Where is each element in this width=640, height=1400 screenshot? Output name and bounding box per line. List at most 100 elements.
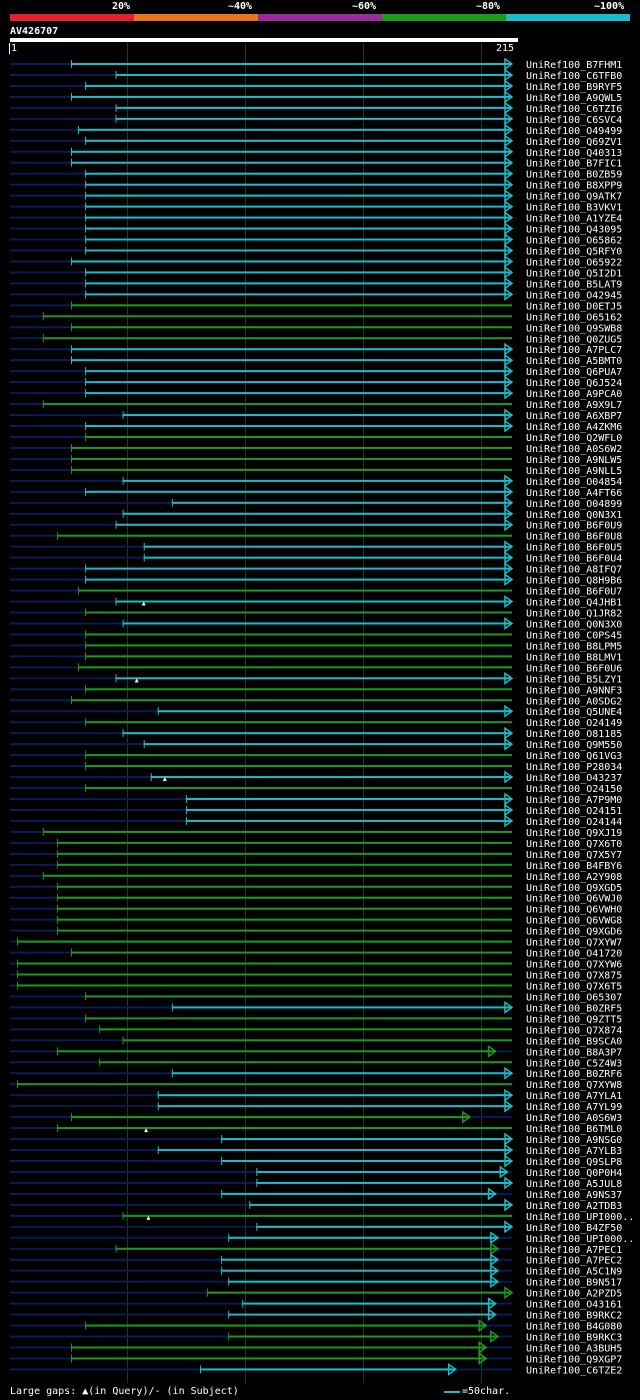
hit-bar[interactable] [85,194,512,197]
hit-bar[interactable] [256,1225,512,1228]
hit-row[interactable]: UniRef100_B6TML0 [10,1124,622,1135]
hit-label[interactable]: UniRef100_O43237 [526,773,622,784]
hit-row[interactable]: UniRef100_Q43095 [10,222,622,236]
hit-row[interactable]: UniRef100_Q7X6T5 [10,981,622,992]
hit-label[interactable]: UniRef100_A7PEC1 [526,1245,622,1256]
hit-row[interactable]: UniRef100_Q7X874 [10,1025,622,1036]
hit-label[interactable]: UniRef100_Q7X875 [526,971,622,982]
hit-bar[interactable] [70,1116,470,1119]
hit-label[interactable]: UniRef100_Q4JHB1 [526,598,622,609]
hit-label[interactable]: UniRef100_Q61VG3 [526,751,622,762]
hit-row[interactable]: UniRef100_B9RKC3 [10,1330,622,1344]
hit-label[interactable]: UniRef100_O65307 [526,992,622,1003]
hit-row[interactable]: UniRef100_B3VKV1 [10,200,622,214]
hit-row[interactable]: UniRef100_C6SVC4 [10,112,622,126]
hit-row[interactable]: UniRef100_Q7XYW8 [10,1080,622,1091]
hit-row[interactable]: UniRef100_Q40313 [10,145,622,159]
hit-row[interactable]: UniRef100_A7YLB3 [10,1143,622,1157]
hit-row[interactable]: UniRef100_C5Z4W3 [10,1058,622,1069]
hit-row[interactable]: UniRef100_Q2WFL0 [10,432,622,444]
hit-bar[interactable] [42,830,512,833]
hit-label[interactable]: UniRef100_B7FIC1 [526,159,622,170]
hit-bar[interactable] [150,776,512,779]
hit-bar[interactable] [85,567,512,570]
hit-label[interactable]: UniRef100_A2Y908 [526,872,622,883]
hit-label[interactable]: UniRef100_B8XPP9 [526,181,622,192]
hit-bar[interactable] [99,1028,512,1031]
hit-label[interactable]: UniRef100_O65862 [526,236,622,247]
hit-bar[interactable] [143,743,513,746]
hit-bar[interactable] [78,589,512,592]
hit-label[interactable]: UniRef100_Q7X6T5 [526,981,622,992]
hit-label[interactable]: UniRef100_A9QWL5 [526,93,622,104]
hit-row[interactable]: UniRef100_Q5UNE4 [10,704,622,718]
hit-row[interactable]: UniRef100_Q9ZTT5 [10,1014,622,1025]
hit-row[interactable]: UniRef100_Q7XYW6 [10,959,622,971]
hit-row[interactable]: UniRef100_Q6VWJ0 [10,893,622,905]
hit-row[interactable]: UniRef100_A4FT66 [10,485,622,499]
hit-row[interactable]: UniRef100_A5BMT0 [10,353,622,367]
hit-bar[interactable] [56,896,512,899]
hit-label[interactable]: UniRef100_B8LMV1 [526,652,622,663]
hit-row[interactable]: UniRef100_Q9XGD5 [10,882,622,894]
hit-row[interactable]: UniRef100_O65922 [10,255,622,268]
hit-label[interactable]: UniRef100_B6F0U6 [526,663,622,674]
hit-bar[interactable] [42,315,512,318]
hit-label[interactable]: UniRef100_O04854 [526,477,622,488]
hit-row[interactable]: UniRef100_Q9SLP8 [10,1154,622,1168]
hit-bar[interactable] [56,534,512,537]
hit-label[interactable]: UniRef100_A5JUL8 [526,1179,622,1190]
hit-row[interactable]: UniRef100_UPI000.. [10,1231,634,1245]
hit-bar[interactable] [122,1039,512,1042]
hit-label[interactable]: UniRef100_B0ZRF5 [526,1003,622,1014]
hit-row[interactable]: UniRef100_A7YLA1 [10,1088,622,1102]
hit-row[interactable]: UniRef100_B5LZY1 [10,671,622,685]
hit-row[interactable]: UniRef100_B8A3P7 [10,1044,622,1058]
hit-label[interactable]: UniRef100_C6TZI6 [526,104,622,115]
hit-label[interactable]: UniRef100_A9NLW5 [526,455,622,466]
hit-row[interactable]: UniRef100_B9N517 [10,1275,622,1289]
hit-bar[interactable] [42,874,512,877]
hit-label[interactable]: UniRef100_A7YL99 [526,1102,622,1113]
hit-row[interactable]: UniRef100_A7PLC7 [10,342,622,356]
hit-bar[interactable] [70,150,512,153]
hit-bar[interactable] [70,359,512,362]
hit-bar[interactable] [143,545,513,548]
hit-bar[interactable] [85,611,512,614]
hit-bar[interactable] [228,1280,498,1283]
hit-bar[interactable] [78,128,512,131]
hit-bar[interactable] [99,1061,512,1064]
hit-bar[interactable] [17,984,512,987]
hit-row[interactable]: UniRef100_Q7X6T0 [10,838,622,850]
hit-label[interactable]: UniRef100_Q7XYW6 [526,960,622,971]
hit-row[interactable]: UniRef100_C6TZE2 [10,1362,622,1376]
hit-label[interactable]: UniRef100_A4ZKM6 [526,422,622,433]
hit-bar[interactable] [221,1192,496,1195]
hit-label[interactable]: UniRef100_B6TML0 [526,1124,622,1135]
hit-row[interactable]: UniRef100_B4G080 [10,1319,622,1333]
hit-bar[interactable] [256,1170,508,1173]
hit-bar[interactable] [115,1247,498,1250]
hit-label[interactable]: UniRef100_Q9M550 [526,740,622,751]
hit-label[interactable]: UniRef100_B0ZB59 [526,170,622,181]
hit-row[interactable]: UniRef100_Q5I2D1 [10,265,622,279]
hit-label[interactable]: UniRef100_Q1JR82 [526,609,622,620]
hit-label[interactable]: UniRef100_C6SVC4 [526,115,622,126]
hit-label[interactable]: UniRef100_A7PEC2 [526,1256,622,1267]
hit-row[interactable]: UniRef100_B6F0U5 [10,540,622,554]
hit-label[interactable]: UniRef100_A0SDG2 [526,696,622,707]
hit-bar[interactable] [56,863,512,866]
hit-bar[interactable] [242,1302,496,1305]
hit-row[interactable]: UniRef100_A9X9L7 [10,400,622,411]
hit-row[interactable]: UniRef100_A1YZE4 [10,211,622,225]
hit-row[interactable]: UniRef100_O24144 [10,814,622,828]
hit-label[interactable]: UniRef100_Q2WFL0 [526,433,622,444]
hit-bar[interactable] [85,183,512,186]
hit-label[interactable]: UniRef100_Q6VWH0 [526,905,622,916]
hit-bar[interactable] [157,1094,513,1097]
hit-label[interactable]: UniRef100_A9NNF3 [526,685,622,696]
hit-bar[interactable] [56,852,512,855]
hit-label[interactable]: UniRef100_O65162 [526,312,622,323]
hit-bar[interactable] [70,63,512,65]
hit-row[interactable]: UniRef100_A7PEC1 [10,1242,622,1256]
